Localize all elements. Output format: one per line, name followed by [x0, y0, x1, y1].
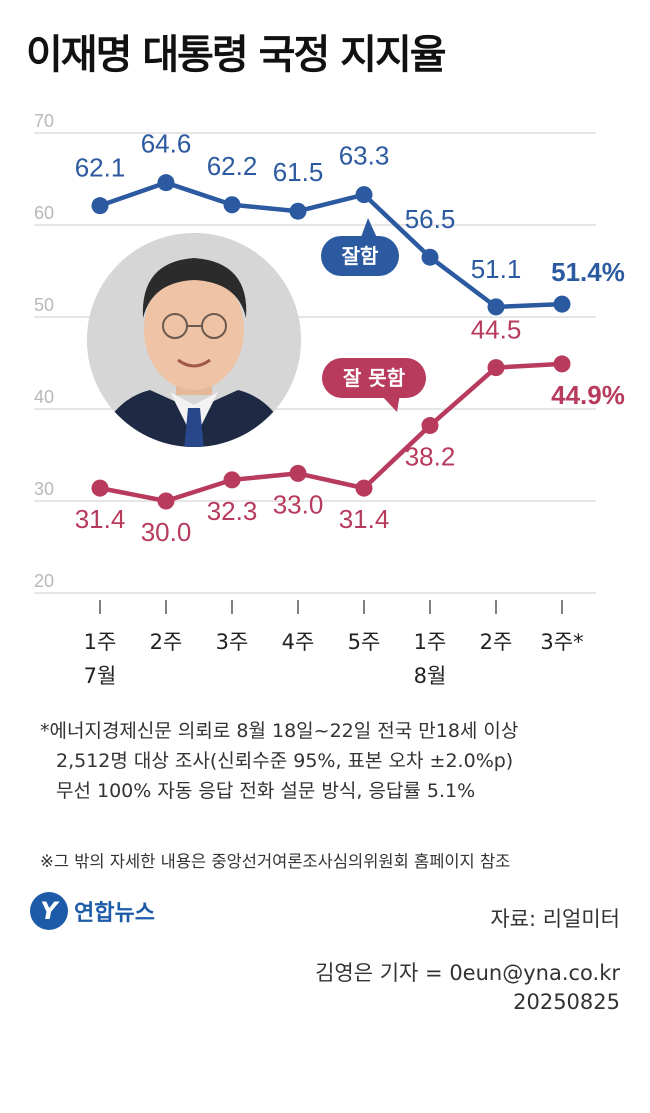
- x-month-label: 8월: [414, 664, 447, 688]
- y-tick-label: 50: [34, 295, 54, 315]
- page-title: 이재명 대통령 국정 지지율: [26, 32, 447, 78]
- data-label: 61.5: [273, 157, 324, 187]
- y-tick-label: 70: [34, 111, 54, 131]
- data-label: 30.0: [141, 517, 192, 547]
- data-point: [157, 492, 175, 510]
- series-layer: 62.1 64.6 62.2 61.5 63.3 56.5 51.1 51.4% 31.4 30.…: [75, 129, 625, 547]
- data-point: [421, 417, 439, 435]
- president-portrait: [87, 233, 301, 447]
- data-label: 31.4: [339, 504, 390, 534]
- x-tick-label: 3주*: [540, 630, 583, 654]
- survey-note-line: *에너지경제신문 의뢰로 8월 18일~22일 전국 만18세 이상: [40, 720, 519, 742]
- x-tick-label: 4주: [282, 630, 315, 654]
- survey-note-line: 무선 100% 자동 응답 전화 설문 방식, 응답률 5.1%: [56, 780, 476, 802]
- data-point: [487, 298, 505, 316]
- yonhap-logo: Y 연합뉴스: [30, 892, 155, 930]
- data-point: [553, 295, 571, 313]
- bad-series-callout: 잘 못함: [322, 358, 426, 412]
- data-point: [91, 479, 109, 497]
- x-tick-label: 2주: [480, 630, 513, 654]
- data-point: [487, 359, 505, 377]
- data-label: 31.4: [75, 504, 126, 534]
- data-label: 63.3: [339, 141, 390, 171]
- series-line-good: [99, 180, 563, 310]
- logo-text: 연합뉴스: [74, 901, 155, 926]
- series-line-bad: [99, 361, 563, 504]
- data-label: 56.5: [405, 204, 456, 234]
- good-series-name: 잘함: [342, 244, 379, 268]
- data-source: 자료: 리얼미터: [490, 907, 620, 931]
- data-label: 64.6: [141, 129, 192, 159]
- y-tick-label: 20: [34, 571, 54, 591]
- publish-date: 20250825: [513, 990, 620, 1014]
- x-tick-label: 3주: [216, 630, 249, 654]
- x-month-label: 7월: [84, 664, 117, 688]
- data-point: [355, 479, 373, 497]
- y-tick-label: 40: [34, 387, 54, 407]
- line-chart: 20 30 40 50 60 70 잘함 잘 못함 62.1 64.6 62.2 61.5 63.…: [34, 111, 625, 688]
- survey-notes: *에너지경제신문 의뢰로 8월 18일~22일 전국 만18세 이상 2,512…: [40, 716, 630, 806]
- data-label: 62.2: [207, 151, 258, 181]
- logo-mark-icon: Y: [30, 892, 68, 930]
- x-tick-label: 5주: [348, 630, 381, 654]
- reference-note: ※그 밖의 자세한 내용은 중앙선거여론조사심의위원회 홈페이지 참조: [40, 852, 511, 871]
- data-point: [355, 186, 373, 204]
- x-axis: 1주 2주 3주 4주 5주 1주 2주 3주* 7월 8월: [84, 600, 584, 688]
- credit: 김영은 기자 = 0eun@yna.co.kr 20250825: [315, 959, 620, 1017]
- data-label: 32.3: [207, 496, 258, 526]
- x-tick-label: 1주: [84, 630, 117, 654]
- data-label: 44.9%: [551, 380, 625, 410]
- y-tick-label: 60: [34, 203, 54, 223]
- data-point: [91, 197, 109, 215]
- data-point: [553, 355, 571, 373]
- data-point: [421, 248, 439, 266]
- data-point: [157, 174, 175, 192]
- data-label: 33.0: [273, 489, 324, 519]
- data-label: 51.4%: [551, 257, 625, 287]
- survey-note-line: 2,512명 대상 조사(신뢰수준 95%, 표본 오차 ±2.0%p): [56, 750, 514, 772]
- data-label: 62.1: [75, 153, 126, 183]
- data-point: [289, 202, 307, 220]
- x-tick-label: 1주: [414, 630, 447, 654]
- y-tick-label: 30: [34, 479, 54, 499]
- data-label: 51.1: [471, 254, 522, 284]
- bad-series-name: 잘 못함: [343, 366, 406, 390]
- reporter-credit: 김영은 기자 = 0eun@yna.co.kr: [315, 961, 620, 985]
- data-label: 38.2: [405, 442, 456, 472]
- data-label: 44.5: [471, 315, 522, 345]
- x-tick-label: 2주: [150, 630, 183, 654]
- good-series-callout: 잘함: [321, 218, 399, 276]
- data-point: [223, 196, 241, 214]
- data-point: [223, 471, 241, 489]
- data-point: [289, 464, 307, 482]
